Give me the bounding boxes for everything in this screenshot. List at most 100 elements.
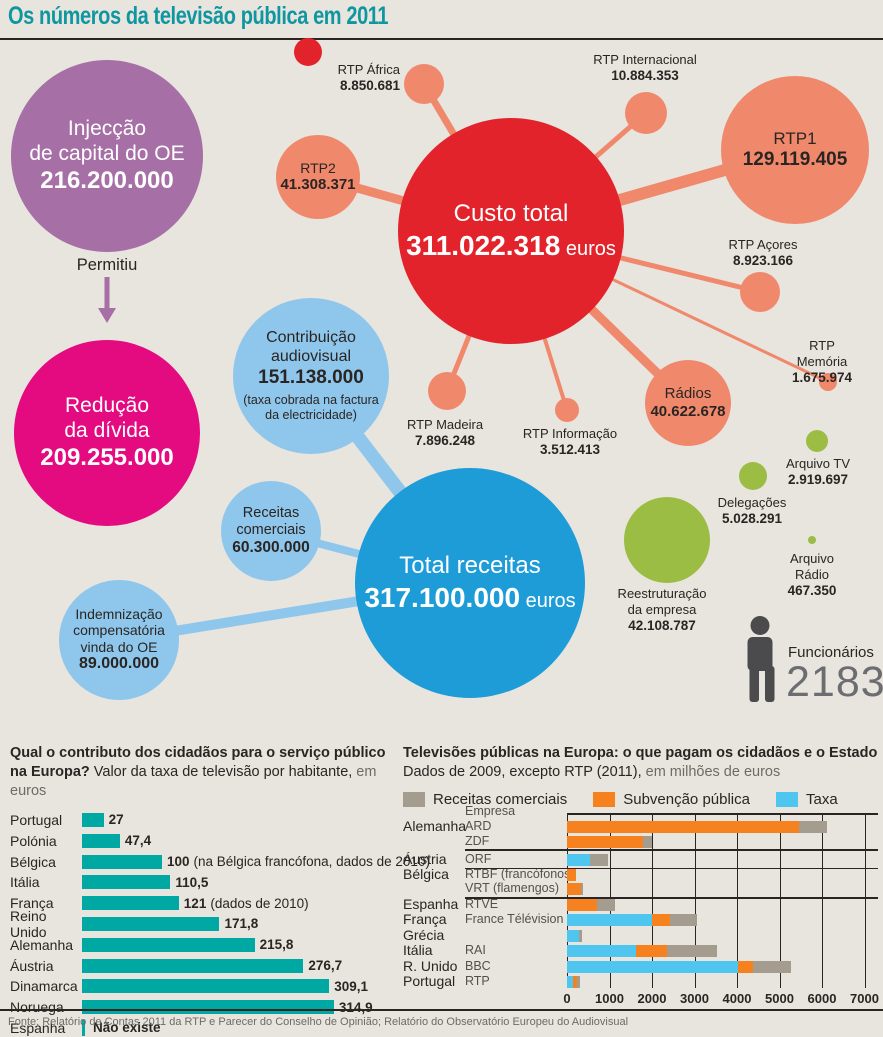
bubble-text-total: Total receitas 317.100.000 euros <box>355 552 585 613</box>
segment-comerciais <box>642 836 653 848</box>
left-row-bar <box>82 854 162 869</box>
x-tick-4000: 4000 <box>722 991 752 1006</box>
left-chart-row: França 121 (dados de 2010) <box>10 893 402 914</box>
bubble-value-number: 41.308.371 <box>280 176 356 194</box>
legend-swatch-cyan <box>775 791 798 807</box>
right-chart-legend: Receitas comerciais Subvenção pública Taxa <box>403 791 881 808</box>
left-chart-row: Portugal 27 <box>10 810 402 831</box>
left-row-value: 121 <box>183 895 207 911</box>
gridline-4000 <box>737 813 738 988</box>
bubble-label-line: Receitas <box>242 504 300 521</box>
left-row-value: 314,9 <box>338 999 373 1015</box>
bubble-label-line: Reestruturação <box>617 586 707 601</box>
bubble-value: 311.022.318 euros <box>398 229 624 262</box>
legend-item-cyan: Taxa <box>775 791 838 808</box>
left-row-category: Alemanha <box>10 936 74 953</box>
left-chart-row: Áustria 276,7 <box>10 955 402 976</box>
bubble-rtp_informacao <box>555 398 579 422</box>
bubble-value: 5.028.291 <box>721 510 783 526</box>
segment-comerciais <box>669 914 697 926</box>
left-row-no-data: Não existe <box>93 1020 161 1036</box>
segment-comerciais <box>578 930 583 942</box>
left-row-category: Portugal <box>10 811 63 828</box>
legend-swatch-gray <box>403 791 425 807</box>
row-country: Espanha <box>403 896 459 912</box>
plot-top-border <box>567 813 878 815</box>
segment-subvencao <box>567 836 643 848</box>
segment-subvencao <box>567 821 799 833</box>
bubble-label-line: Rádios <box>664 385 712 403</box>
left-row-bar <box>82 833 120 848</box>
bubble-text-custo: Custo total 311.022.318 euros <box>398 200 624 261</box>
row-bar-ARD <box>567 821 828 833</box>
bubble-value: 216.200.000 <box>11 167 203 195</box>
right-chart-title: Televisões públicas na Europa: o que pag… <box>403 745 878 780</box>
bubble-arquivo_tv <box>806 430 828 452</box>
bubble-value: 10.884.353 <box>611 67 679 83</box>
bubble-rtp_madeira <box>428 372 466 410</box>
bubble-label-line: vinda do OE <box>80 638 158 655</box>
left-row-value: 276,7 <box>308 958 343 973</box>
left-row-value: 110,5 <box>175 874 209 890</box>
left-chart-row: Itália 110,5 <box>10 872 402 893</box>
bubble-text-receitas_comerciais: Receitas comerciais 60.300.000 <box>221 505 321 558</box>
bubble-value-number: 209.255.000 <box>40 443 174 471</box>
bubble-label-line: Arquivo Rádio <box>789 551 835 582</box>
bubble-label-line: Redução <box>64 394 150 418</box>
bubble-value-number: 151.138.000 <box>258 366 364 388</box>
left-row-category: Áustria <box>10 957 54 974</box>
left-row-category: Noruega <box>10 999 64 1016</box>
segment-subvencao <box>567 883 581 895</box>
segment-comerciais <box>580 883 583 895</box>
bubble-total: Total receitas 317.100.000 euros <box>355 468 585 698</box>
bubble-label-line: Injecção <box>67 117 147 141</box>
bubble-label-line: da dívida <box>64 418 150 442</box>
left-row-value: 171,8 <box>224 916 259 932</box>
bubble-value: 40.622.678 <box>645 403 731 421</box>
bubble-rtp_memoria <box>819 373 837 391</box>
segment-taxa <box>567 945 636 957</box>
bubble-radios: Rádios 40.622.678 <box>645 360 731 446</box>
left-row-value: 27 <box>108 812 124 828</box>
row-bar-ZDF <box>567 836 653 848</box>
row-bar-RTP <box>567 976 580 988</box>
segment-comerciais <box>667 945 718 957</box>
bubble-value: 467.350 <box>787 582 837 598</box>
bubble-value-number: 40.622.678 <box>650 403 726 420</box>
gridline-5000 <box>779 813 781 988</box>
bubble-value: 1.675.974 <box>791 369 853 385</box>
left-row-category: Dinamarca <box>10 978 78 995</box>
bubble-label-line: Delegações <box>717 495 787 510</box>
segment-taxa <box>567 961 738 973</box>
left-row-bar <box>82 937 255 952</box>
bubble-label-rtp_africa: RTP África 8.850.681 <box>338 62 400 94</box>
left-row-category: França <box>10 895 54 912</box>
segment-subvencao <box>567 869 576 881</box>
bubble-value: 3.512.413 <box>539 441 601 457</box>
row-bar-Grécia <box>567 930 583 942</box>
bubble-rtp_africa <box>404 64 444 104</box>
x-tick-1000: 1000 <box>595 991 624 1006</box>
left-row-bar <box>82 979 330 994</box>
left-row-bar <box>82 812 104 827</box>
bubble-text-rtp1: RTP1 129.119.405 <box>721 129 869 171</box>
row-bar-RTVE <box>567 899 615 911</box>
left-row-category: Espanha <box>10 1019 66 1036</box>
employees-label: Funcionários <box>788 644 874 661</box>
left-chart-row: Noruega 314,9 <box>10 997 402 1018</box>
row-country: Áustria <box>403 851 447 867</box>
left-row-note: (na Bélgica francófona, dados de 2010) <box>193 854 430 870</box>
bubble-label-rtp_acores: RTP Açores 8.923.166 <box>729 237 798 269</box>
bubble-label-line: da empresa <box>627 601 697 617</box>
x-tick-2000: 2000 <box>637 991 667 1006</box>
bubble-label-rtp_memoria: RTP Memória 1.675.974 <box>792 338 853 386</box>
row-country: Alemanha <box>403 818 467 834</box>
bubble-value: 8.923.166 <box>732 252 794 268</box>
bubble-value: 317.100.000 euros <box>355 581 585 614</box>
bubble-label-rtp_informacao: RTP Informação 3.512.413 <box>523 426 617 458</box>
segment-comerciais <box>589 854 608 866</box>
bubble-label-line: Total receitas <box>399 552 541 580</box>
left-row-bar <box>82 1000 334 1015</box>
bubble-label-delegacoes: Delegações 5.028.291 <box>718 495 787 527</box>
row-company: ARD <box>465 819 492 833</box>
